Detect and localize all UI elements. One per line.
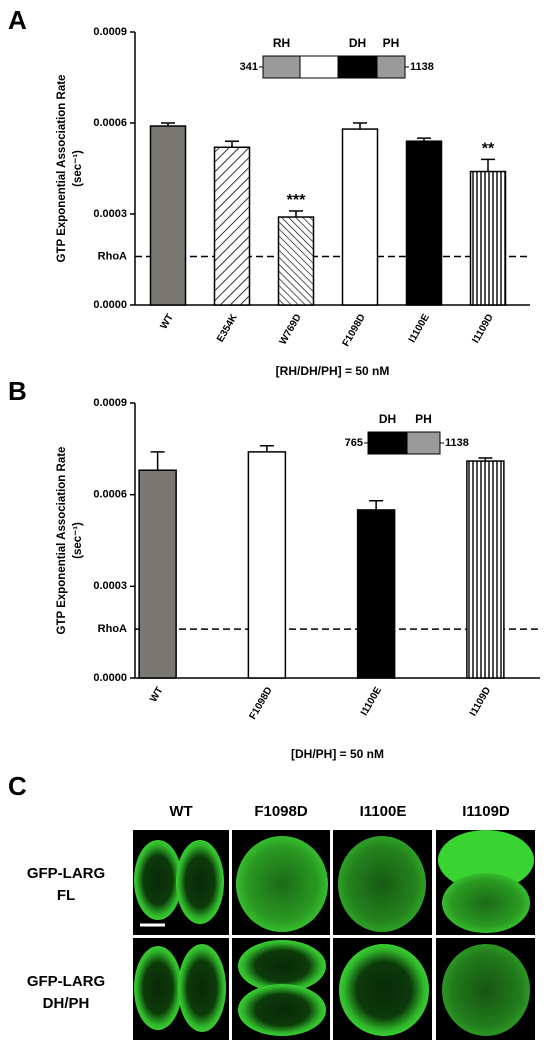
- error-bar: [369, 500, 384, 510]
- x-axis-label: [DH/PH] = 50 nM: [291, 747, 384, 761]
- domain-segment: [376, 55, 406, 79]
- significance-label: ***: [287, 192, 306, 209]
- error-bar: [259, 445, 274, 452]
- reference-label: RhoA: [98, 623, 127, 635]
- bar: [277, 216, 315, 306]
- y-tick-label: 0.0009: [93, 397, 127, 409]
- column-label: I1100E: [360, 803, 407, 820]
- row-label: DH/PH: [43, 995, 90, 1012]
- charts: A GTP Exponential Association Rate (sec⁻¹)…: [8, 5, 540, 761]
- significance-label: **: [482, 141, 495, 158]
- bar: [213, 146, 251, 306]
- y-tick-label: 0.0006: [93, 117, 127, 129]
- x-tick-label: W769D: [278, 312, 304, 346]
- bar: [466, 460, 505, 679]
- error-bar: [478, 457, 493, 462]
- bar: [247, 451, 287, 679]
- x-tick-label: F1098D: [247, 685, 274, 721]
- y-tick-label: 0.0000: [93, 672, 127, 684]
- inset-start: 341: [240, 61, 258, 73]
- x-tick-label: I1109D: [471, 312, 496, 345]
- y-tick-label: 0.0000: [93, 299, 127, 311]
- row-label: GFP-LARG: [27, 973, 105, 990]
- x-tick-label: WT: [159, 312, 176, 331]
- domain-segment: [406, 431, 441, 455]
- bar: [149, 125, 187, 306]
- column-labels: WT F1098D I1100E I1109D: [169, 803, 510, 820]
- y-axis-label: GTP Exponential Association Rate: [56, 75, 68, 263]
- cell: [442, 873, 530, 933]
- x-tick-label: I1100E: [407, 312, 432, 345]
- x-tick-label: I1109D: [468, 685, 493, 718]
- bar: [405, 140, 443, 306]
- bar: [341, 128, 379, 306]
- cell: [238, 984, 326, 1036]
- domain-segment: [337, 55, 378, 79]
- reference-label: RhoA: [98, 250, 127, 262]
- cell: [176, 840, 224, 924]
- column-label: WT: [169, 803, 192, 820]
- domain-segment: [367, 431, 408, 455]
- y-axis-label: GTP Exponential Association Rate: [56, 447, 68, 635]
- domain-label: PH: [383, 36, 400, 50]
- column-label: I1109D: [462, 803, 510, 820]
- panel-letter: C: [8, 771, 27, 801]
- x-tick-label: E354K: [215, 312, 240, 345]
- row-label: FL: [57, 887, 75, 904]
- inset-end: 1138: [445, 437, 469, 449]
- row-label: GFP-LARG: [27, 865, 105, 882]
- cell: [134, 946, 182, 1030]
- error-bar: [417, 137, 431, 142]
- domain-label: DH: [349, 36, 366, 50]
- cell: [178, 944, 226, 1032]
- y-axis-label: (sec⁻¹): [72, 522, 84, 559]
- panel-letter: B: [8, 376, 27, 406]
- x-tick-label: I1100E: [359, 685, 384, 718]
- y-tick-label: 0.0003: [93, 580, 127, 592]
- domain-segment: [299, 55, 339, 79]
- error-bar: [225, 140, 239, 148]
- y-tick-label: 0.0006: [93, 489, 127, 501]
- column-label: F1098D: [254, 803, 308, 820]
- cell: [338, 836, 426, 932]
- micrographs: [133, 830, 535, 1040]
- error-bar: [150, 451, 165, 471]
- cell: [339, 944, 429, 1036]
- y-axis-label: (sec⁻¹): [72, 150, 84, 187]
- error-bar: [481, 158, 495, 172]
- inset-end: 1138: [410, 61, 434, 73]
- cell: [134, 840, 182, 920]
- y-tick-label: 0.0009: [93, 26, 127, 38]
- cell: [438, 830, 534, 890]
- y-tick-label: 0.0003: [93, 208, 127, 220]
- error-bar: [289, 210, 303, 218]
- x-tick-label: F1098D: [341, 312, 368, 348]
- cell: [442, 944, 530, 1036]
- x-axis-label: [RH/DH/PH] = 50 nM: [276, 364, 390, 378]
- error-bar: [353, 122, 367, 130]
- cell: [238, 940, 326, 992]
- domain-label: RH: [273, 36, 290, 50]
- domain-label: DH: [379, 412, 396, 426]
- domain-segment: [262, 55, 301, 79]
- x-tick-label: WT: [148, 685, 165, 704]
- error-bar: [161, 122, 175, 127]
- panel-letter: A: [8, 5, 27, 35]
- bar: [469, 170, 507, 306]
- domain-label: PH: [415, 412, 432, 426]
- cell: [236, 836, 328, 932]
- inset-start: 765: [345, 437, 363, 449]
- bar: [138, 469, 177, 679]
- bar: [356, 509, 396, 679]
